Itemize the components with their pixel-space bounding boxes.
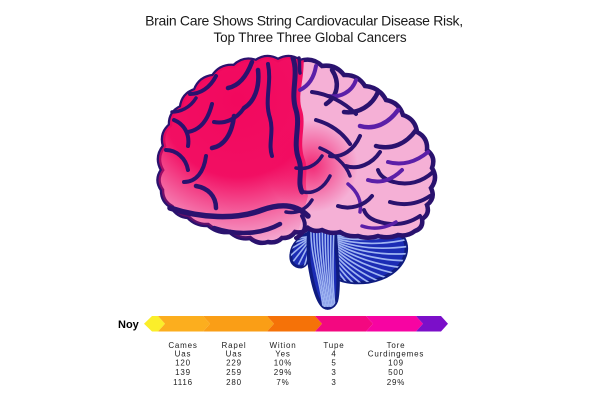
svg-text:Rapel: Rapel <box>222 341 247 350</box>
svg-text:109: 109 <box>388 359 404 368</box>
svg-text:7%: 7% <box>276 378 289 387</box>
svg-text:29%: 29% <box>274 368 292 377</box>
svg-text:Cames: Cames <box>168 341 197 350</box>
svg-text:139: 139 <box>175 368 191 377</box>
svg-text:Wition: Wition <box>269 341 296 350</box>
svg-text:229: 229 <box>226 359 242 368</box>
svg-text:259: 259 <box>226 368 242 377</box>
svg-text:Tore: Tore <box>387 341 406 350</box>
svg-text:Tupe: Tupe <box>323 341 344 350</box>
svg-text:Uas: Uas <box>226 350 243 359</box>
svg-text:Noy: Noy <box>118 319 140 331</box>
svg-text:Yes: Yes <box>275 350 290 359</box>
svg-text:5: 5 <box>331 359 336 368</box>
svg-text:Curdingemes: Curdingemes <box>368 350 424 359</box>
svg-text:29%: 29% <box>387 378 405 387</box>
svg-text:Top Three Three Global Cancers: Top Three Three Global Cancers <box>213 30 406 45</box>
svg-text:3: 3 <box>331 378 336 387</box>
svg-text:Brain Care Shows String Cardio: Brain Care Shows String Cardiovacular Di… <box>145 13 463 29</box>
svg-text:4: 4 <box>331 350 336 359</box>
svg-text:Uas: Uas <box>175 350 192 359</box>
svg-text:120: 120 <box>175 359 191 368</box>
svg-text:3: 3 <box>331 368 336 377</box>
svg-text:10%: 10% <box>274 359 292 368</box>
svg-text:500: 500 <box>388 368 404 377</box>
svg-text:280: 280 <box>226 378 242 387</box>
svg-text:1116: 1116 <box>173 378 193 387</box>
